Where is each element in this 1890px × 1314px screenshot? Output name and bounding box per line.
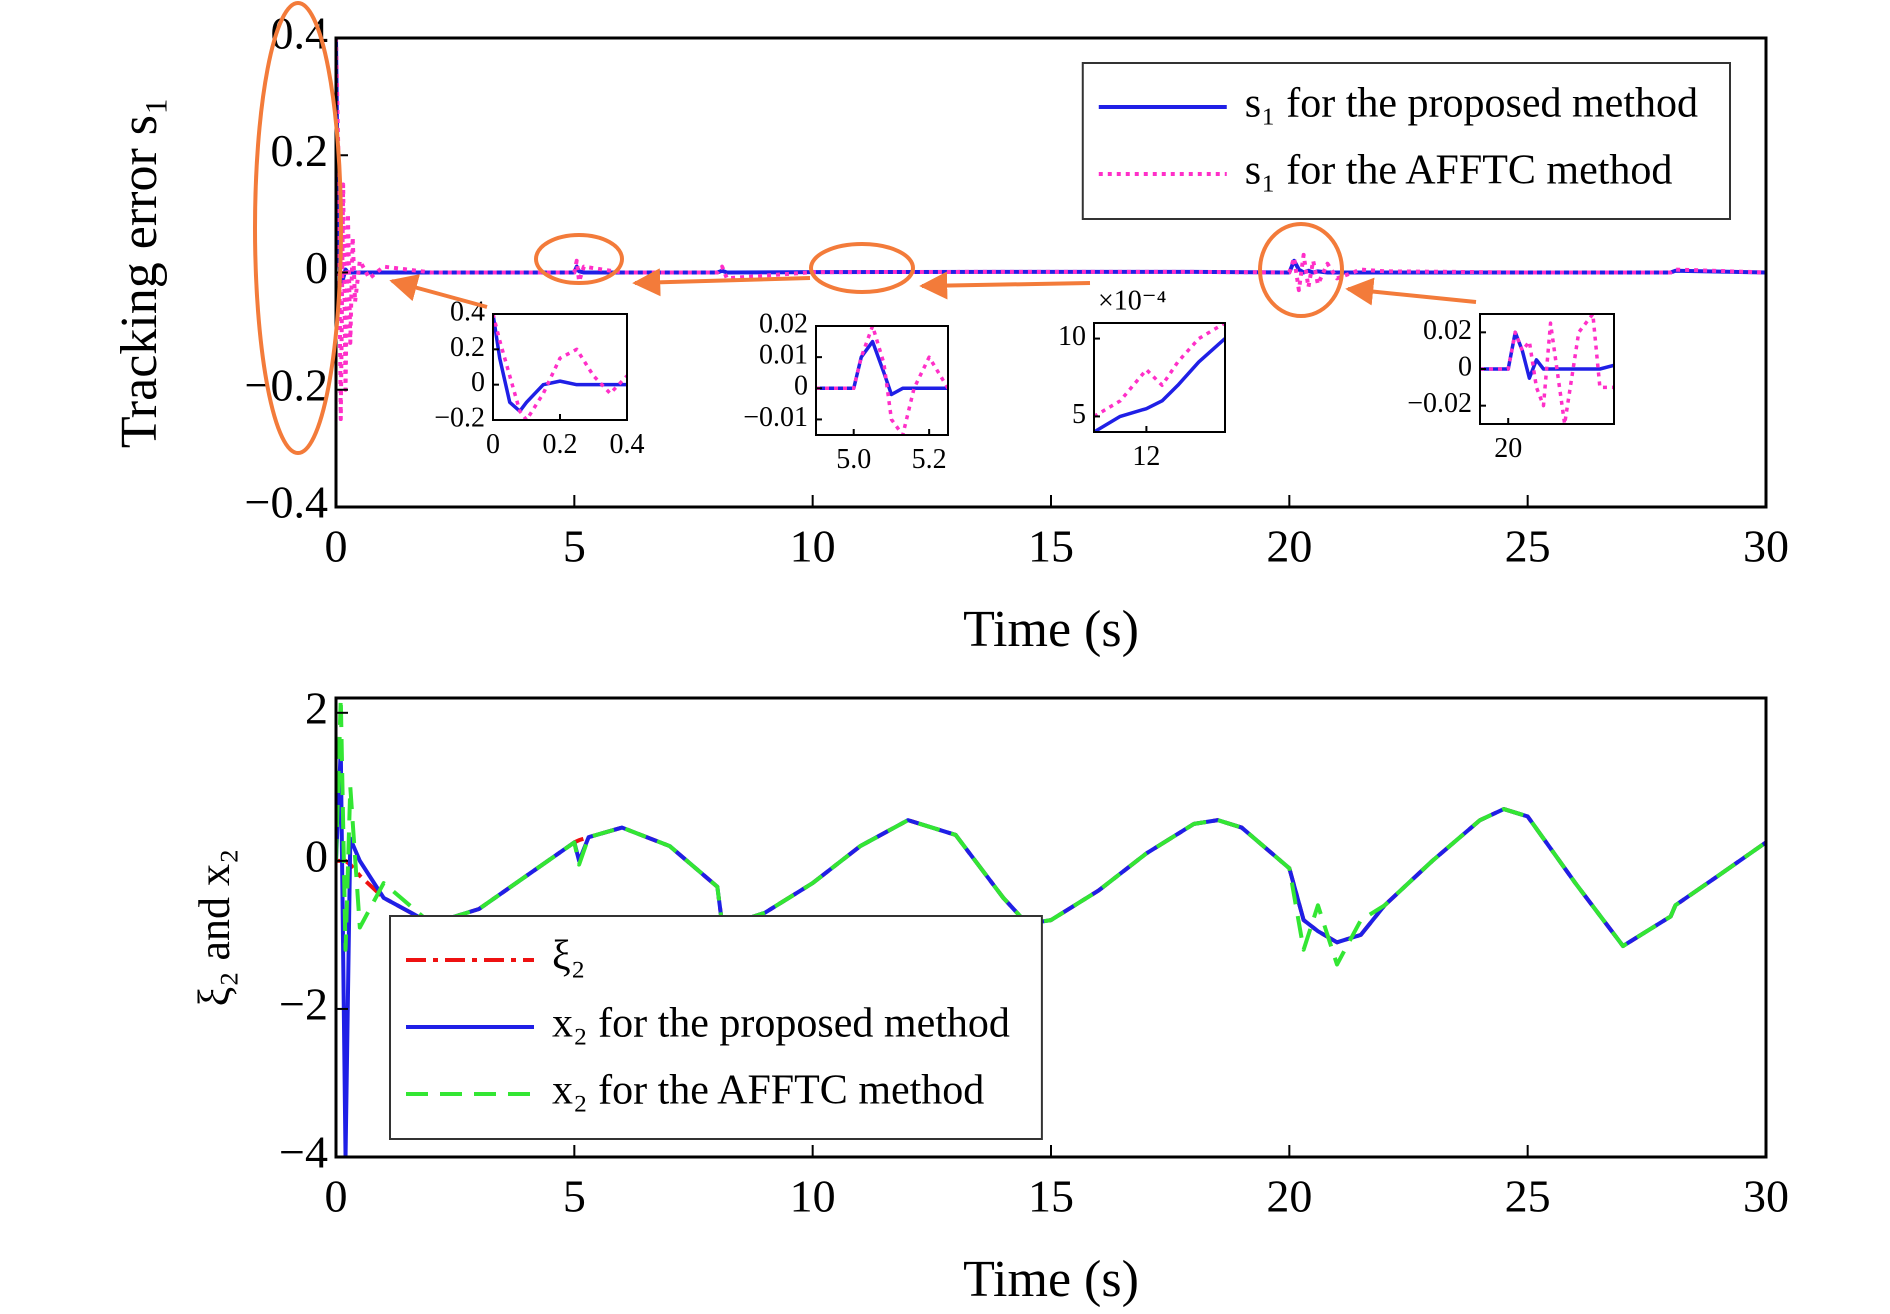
y-axis-label: Tracking error s₁ xyxy=(111,97,168,448)
axes-frame xyxy=(1093,322,1226,433)
arrow xyxy=(1345,277,1477,306)
x-tick-label: 0 xyxy=(325,520,348,571)
x-tick-label: 5.2 xyxy=(912,444,947,475)
x-tick-label: 5.0 xyxy=(836,444,871,475)
arrow xyxy=(389,274,488,309)
y-tick-label: 10 xyxy=(1058,321,1086,352)
y-tick-label: 0 xyxy=(471,367,485,398)
series-line xyxy=(336,747,1766,1157)
inset-chart: 12 5 10 ×10⁻⁴ xyxy=(1058,285,1226,472)
y-tick-label: 0.02 xyxy=(759,308,808,339)
plot-area xyxy=(493,314,627,420)
arrow xyxy=(632,268,811,297)
y-tick-label: −0.2 xyxy=(245,359,328,410)
series-line xyxy=(336,38,1766,287)
series-line xyxy=(1480,314,1614,424)
y-tick-label: 0 xyxy=(1458,351,1472,382)
legend: s₁ for the proposed method s₁ for the AFF… xyxy=(1081,62,1731,220)
x-tick-label: 20 xyxy=(1266,1170,1312,1221)
x-tick-label: 20 xyxy=(1266,520,1312,571)
inset-chart: 0 0.2 0.4−0.200.20.4 xyxy=(434,296,644,460)
inset-chart: 20 −0.02 0 0.02 xyxy=(1407,313,1615,464)
series-line xyxy=(1480,330,1614,380)
series-group xyxy=(336,38,1766,422)
y-tick-label: 0.2 xyxy=(271,125,329,176)
annotations xyxy=(253,1,1477,455)
x-tick-label: 12 xyxy=(1132,441,1160,472)
y-tick-label: 0 xyxy=(305,242,328,293)
y-tick-label: 0.2 xyxy=(450,332,485,363)
legend-frame xyxy=(1081,62,1731,220)
series-line xyxy=(816,339,948,397)
series-line xyxy=(1094,337,1225,432)
x-tick-label: 5 xyxy=(563,1170,586,1221)
x-tick-label: 0.2 xyxy=(543,429,578,460)
x-tick-label: 25 xyxy=(1505,1170,1551,1221)
x-tick-label: 10 xyxy=(790,1170,836,1221)
legend-label: x₂ for the AFFTC method xyxy=(552,1068,984,1114)
legend-label: ξ₂ xyxy=(552,934,585,980)
plot-area xyxy=(1094,323,1225,432)
x-tick-label: 10 xyxy=(790,520,836,571)
highlight-ellipse xyxy=(534,233,624,285)
axis-multiplier: ×10⁻⁴ xyxy=(1098,285,1166,316)
series-line xyxy=(493,314,627,413)
y-tick-label: 0.02 xyxy=(1423,315,1472,346)
x-tick-label: 0 xyxy=(325,1170,348,1221)
legend: ξ₂ x₂ for the proposed method x₂ for the A… xyxy=(389,915,1043,1140)
x-tick-label: 0.4 xyxy=(610,429,645,460)
highlight-ellipse xyxy=(1258,222,1344,318)
series-group xyxy=(1480,314,1614,424)
x-tick-label: 15 xyxy=(1028,1170,1074,1221)
y-tick-label: 0.01 xyxy=(759,340,808,371)
y-tick-label: −0.01 xyxy=(743,402,808,433)
arrow xyxy=(919,271,1091,300)
y-tick-label: −4 xyxy=(279,1127,328,1178)
y-tick-label: −0.02 xyxy=(1407,388,1472,419)
x-tick-label: 25 xyxy=(1505,520,1551,571)
x-tick-label: 20 xyxy=(1494,433,1522,464)
x-tick-label: 0 xyxy=(486,429,500,460)
y-axis-label: ξ₂ and x₂ xyxy=(190,849,239,1007)
y-tick-label: 0 xyxy=(305,830,328,881)
series-group xyxy=(816,326,948,435)
y-tick-label: 5 xyxy=(1072,399,1086,430)
y-tick-label: −0.4 xyxy=(245,477,328,528)
x-tick-label: 30 xyxy=(1743,520,1789,571)
series-group xyxy=(336,698,1766,1157)
x-tick-label: 30 xyxy=(1743,1170,1789,1221)
series-group xyxy=(493,314,627,420)
y-tick-label: −2 xyxy=(279,978,328,1029)
highlight-ellipse xyxy=(253,1,343,455)
plot-area xyxy=(816,326,948,435)
y-tick-label: −0.2 xyxy=(434,402,485,433)
axes-frame xyxy=(815,325,949,436)
x-tick-label: 15 xyxy=(1028,520,1074,571)
x-axis-label: Time (s) xyxy=(963,1251,1139,1308)
y-tick-label: 2 xyxy=(305,682,328,733)
series-line xyxy=(336,38,1766,422)
y-tick-label: 0 xyxy=(794,371,808,402)
legend-label: s₁ for the proposed method xyxy=(1245,81,1698,127)
main-chart: 0 5 10 15 20 25 30 −4 −2 0 2 Time (s) ξ₂ and x₂ ξ₂ x₂ … xyxy=(190,682,1789,1308)
series-line xyxy=(1094,323,1225,418)
series-group xyxy=(1094,323,1225,432)
x-tick-label: 5 xyxy=(563,520,586,571)
legend-label: s₁ for the AFFTC method xyxy=(1245,148,1673,194)
legend-label: x₂ for the proposed method xyxy=(552,1001,1010,1047)
x-axis-label: Time (s) xyxy=(963,601,1139,658)
highlight-ellipse xyxy=(809,242,915,294)
